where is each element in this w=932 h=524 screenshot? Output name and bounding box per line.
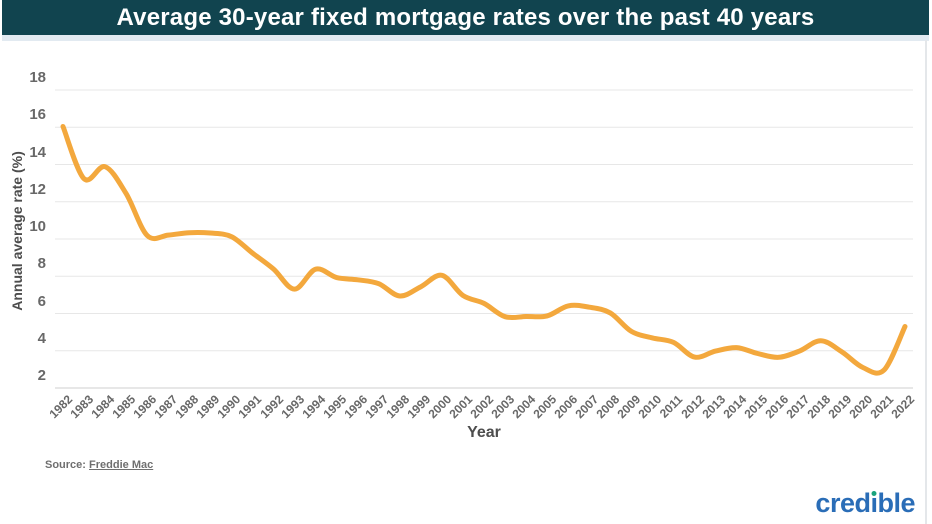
logo-text-post: ble bbox=[877, 488, 915, 518]
card-right-border bbox=[925, 40, 927, 524]
y-tick-label: 4 bbox=[37, 329, 46, 347]
source-note: Source: Freddie Mac bbox=[45, 459, 153, 471]
y-tick-label: 2 bbox=[37, 367, 46, 384]
credible-logo: credı ble bbox=[815, 488, 915, 518]
y-tick-label: 14 bbox=[29, 143, 46, 161]
y-tick-label: 16 bbox=[29, 106, 46, 124]
chart-title: Average 30-year fixed mortgage rates ove… bbox=[116, 3, 815, 31]
logo-i-dot bbox=[871, 491, 877, 496]
source-label: Source: bbox=[45, 459, 86, 471]
y-tick-label: 18 bbox=[29, 69, 46, 86]
chart-title-bar: Average 30-year fixed mortgage rates ove… bbox=[2, 0, 929, 41]
y-tick-label: 12 bbox=[29, 180, 46, 198]
logo-letter-i: ı bbox=[870, 488, 878, 518]
freddie-mac-link[interactable]: Freddie Mac bbox=[89, 459, 154, 471]
y-tick-label: 6 bbox=[37, 292, 46, 310]
rate-line-series bbox=[60, 124, 908, 376]
y-tick-label: 8 bbox=[37, 255, 46, 273]
x-axis-title: Year bbox=[467, 424, 501, 441]
logo-i-stem: ı bbox=[870, 488, 878, 518]
logo-text-pre: cred bbox=[815, 488, 871, 518]
y-tick-label: 10 bbox=[29, 218, 46, 235]
